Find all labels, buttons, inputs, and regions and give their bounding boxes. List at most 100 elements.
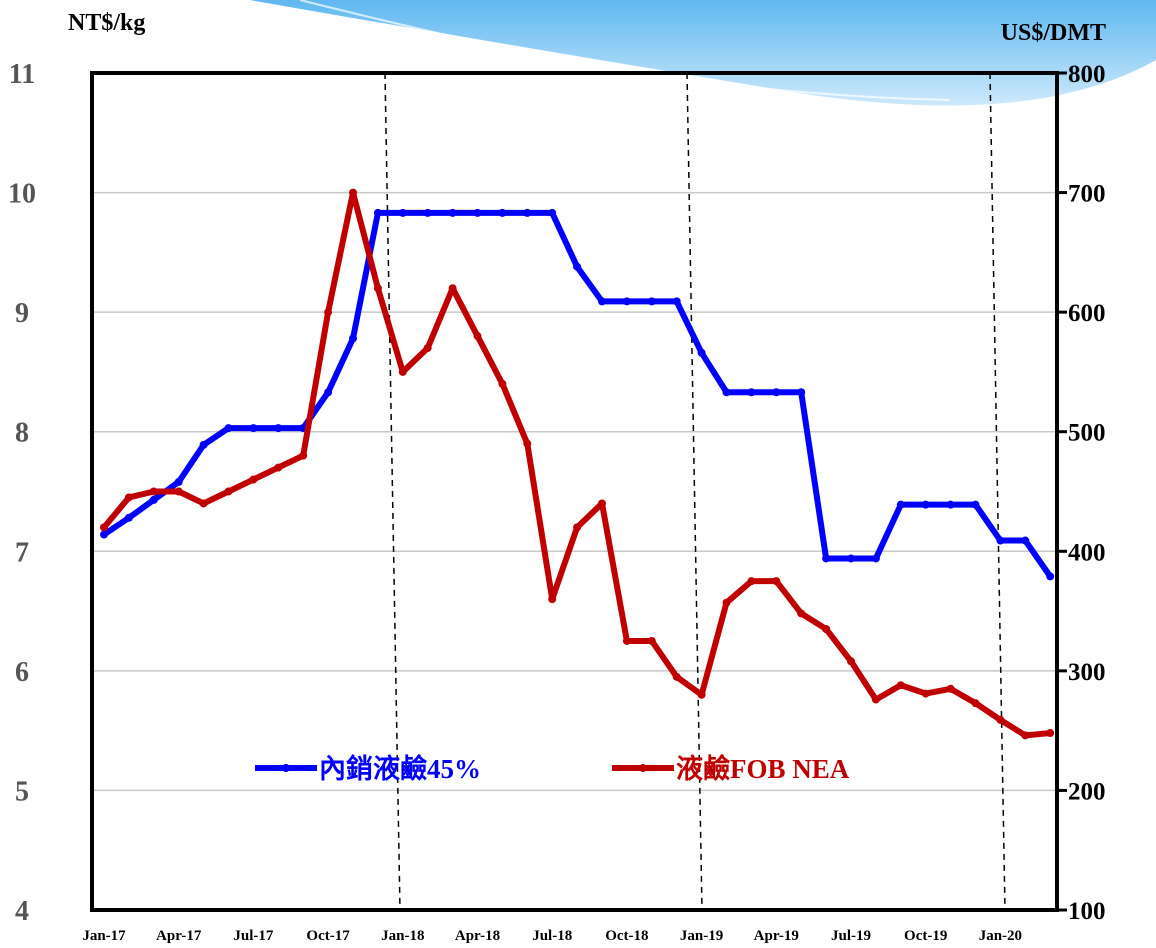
data-point [1021,731,1030,740]
x-tick-label: Apr-17 [156,928,202,944]
data-point [672,672,681,681]
y2-tick-label: 300 [1068,659,1106,686]
data-point [249,424,258,433]
y2-tick-label: 600 [1068,300,1106,327]
data-point [871,554,880,563]
data-point [647,636,656,645]
x-tick-label: Jan-19 [680,928,723,944]
y2-tick-label: 400 [1068,539,1106,566]
data-point [199,440,208,449]
data-point [946,684,955,693]
data-point [672,297,681,306]
y-tick-label: 7 [15,537,29,568]
x-tick-label: Jan-17 [82,928,126,944]
data-point [224,487,233,496]
y2-axis-label: US$/DMT [1001,20,1106,46]
data-point [349,188,357,197]
data-point [423,344,432,353]
data-point [647,297,656,306]
data-point [199,499,208,508]
data-point [523,439,532,448]
header-wave [250,0,1156,106]
year-divider [989,72,1006,911]
data-point [174,477,183,486]
data-point [224,424,233,433]
data-point [149,495,158,504]
y2-tick-label: 800 [1068,61,1106,88]
data-point [349,334,357,343]
data-point [896,681,905,690]
data-point [722,388,731,397]
header-wave-line [299,0,951,101]
x-tick-label: Apr-18 [455,928,500,944]
data-point [299,451,308,460]
data-point [697,348,706,357]
data-point [797,388,806,397]
data-point [548,595,557,604]
data-point [100,530,108,539]
y2-tick-label: 100 [1068,898,1106,925]
data-point [324,308,333,317]
data-point [822,625,831,634]
data-point [100,523,108,532]
data-point [373,284,382,293]
data-point [697,690,706,699]
y-tick-label: 8 [15,418,29,449]
data-point [548,208,557,217]
y2-tick-label: 700 [1068,181,1106,208]
x-tick-label: Apr-19 [754,928,799,944]
y-tick-label: 5 [15,776,29,807]
data-point [747,577,756,586]
x-tick-label: Oct-17 [306,928,350,944]
y-tick-label: 4 [15,896,29,927]
data-point [373,208,382,217]
x-tick-label: Jul-17 [233,928,274,944]
data-point [622,297,631,306]
data-point [324,388,333,397]
data-point [249,475,258,484]
data-point [473,208,482,217]
legend-marker [639,764,647,772]
data-point [498,208,507,217]
data-point [996,536,1005,545]
legend-label: 液鹼FOB NEA [676,753,850,784]
data-point [797,609,806,618]
y2-tick-label: 200 [1068,778,1106,805]
data-point [1046,729,1055,738]
data-point [473,332,482,341]
data-point [448,208,457,217]
data-point [971,699,980,708]
data-point [772,388,781,397]
data-point [971,500,980,509]
data-point [149,487,158,496]
data-point [871,695,880,704]
data-point [772,577,781,586]
data-point [1046,572,1055,581]
data-point [573,523,582,532]
data-point [174,487,183,496]
data-point [722,598,731,607]
data-point [847,554,855,563]
data-point [274,463,283,472]
y-tick-label: 6 [15,657,29,688]
year-divider [686,72,703,911]
data-point [996,715,1005,724]
x-tick-label: Jan-18 [381,928,424,944]
y-tick-label: 9 [15,298,29,329]
data-point [523,208,532,217]
data-point [398,367,407,376]
x-tick-label: Jan-20 [979,928,1022,944]
data-point [747,388,756,397]
data-point [921,500,930,509]
y-tick-label: 10 [8,179,36,210]
data-point [598,297,606,306]
data-point [921,689,930,698]
data-point [124,513,133,522]
data-point [1021,536,1030,545]
x-tick-label: Jul-18 [532,928,572,944]
data-point [448,284,457,293]
legend-label: 內銷液鹼45% [319,753,481,784]
data-point [573,262,582,271]
data-point [598,499,606,508]
